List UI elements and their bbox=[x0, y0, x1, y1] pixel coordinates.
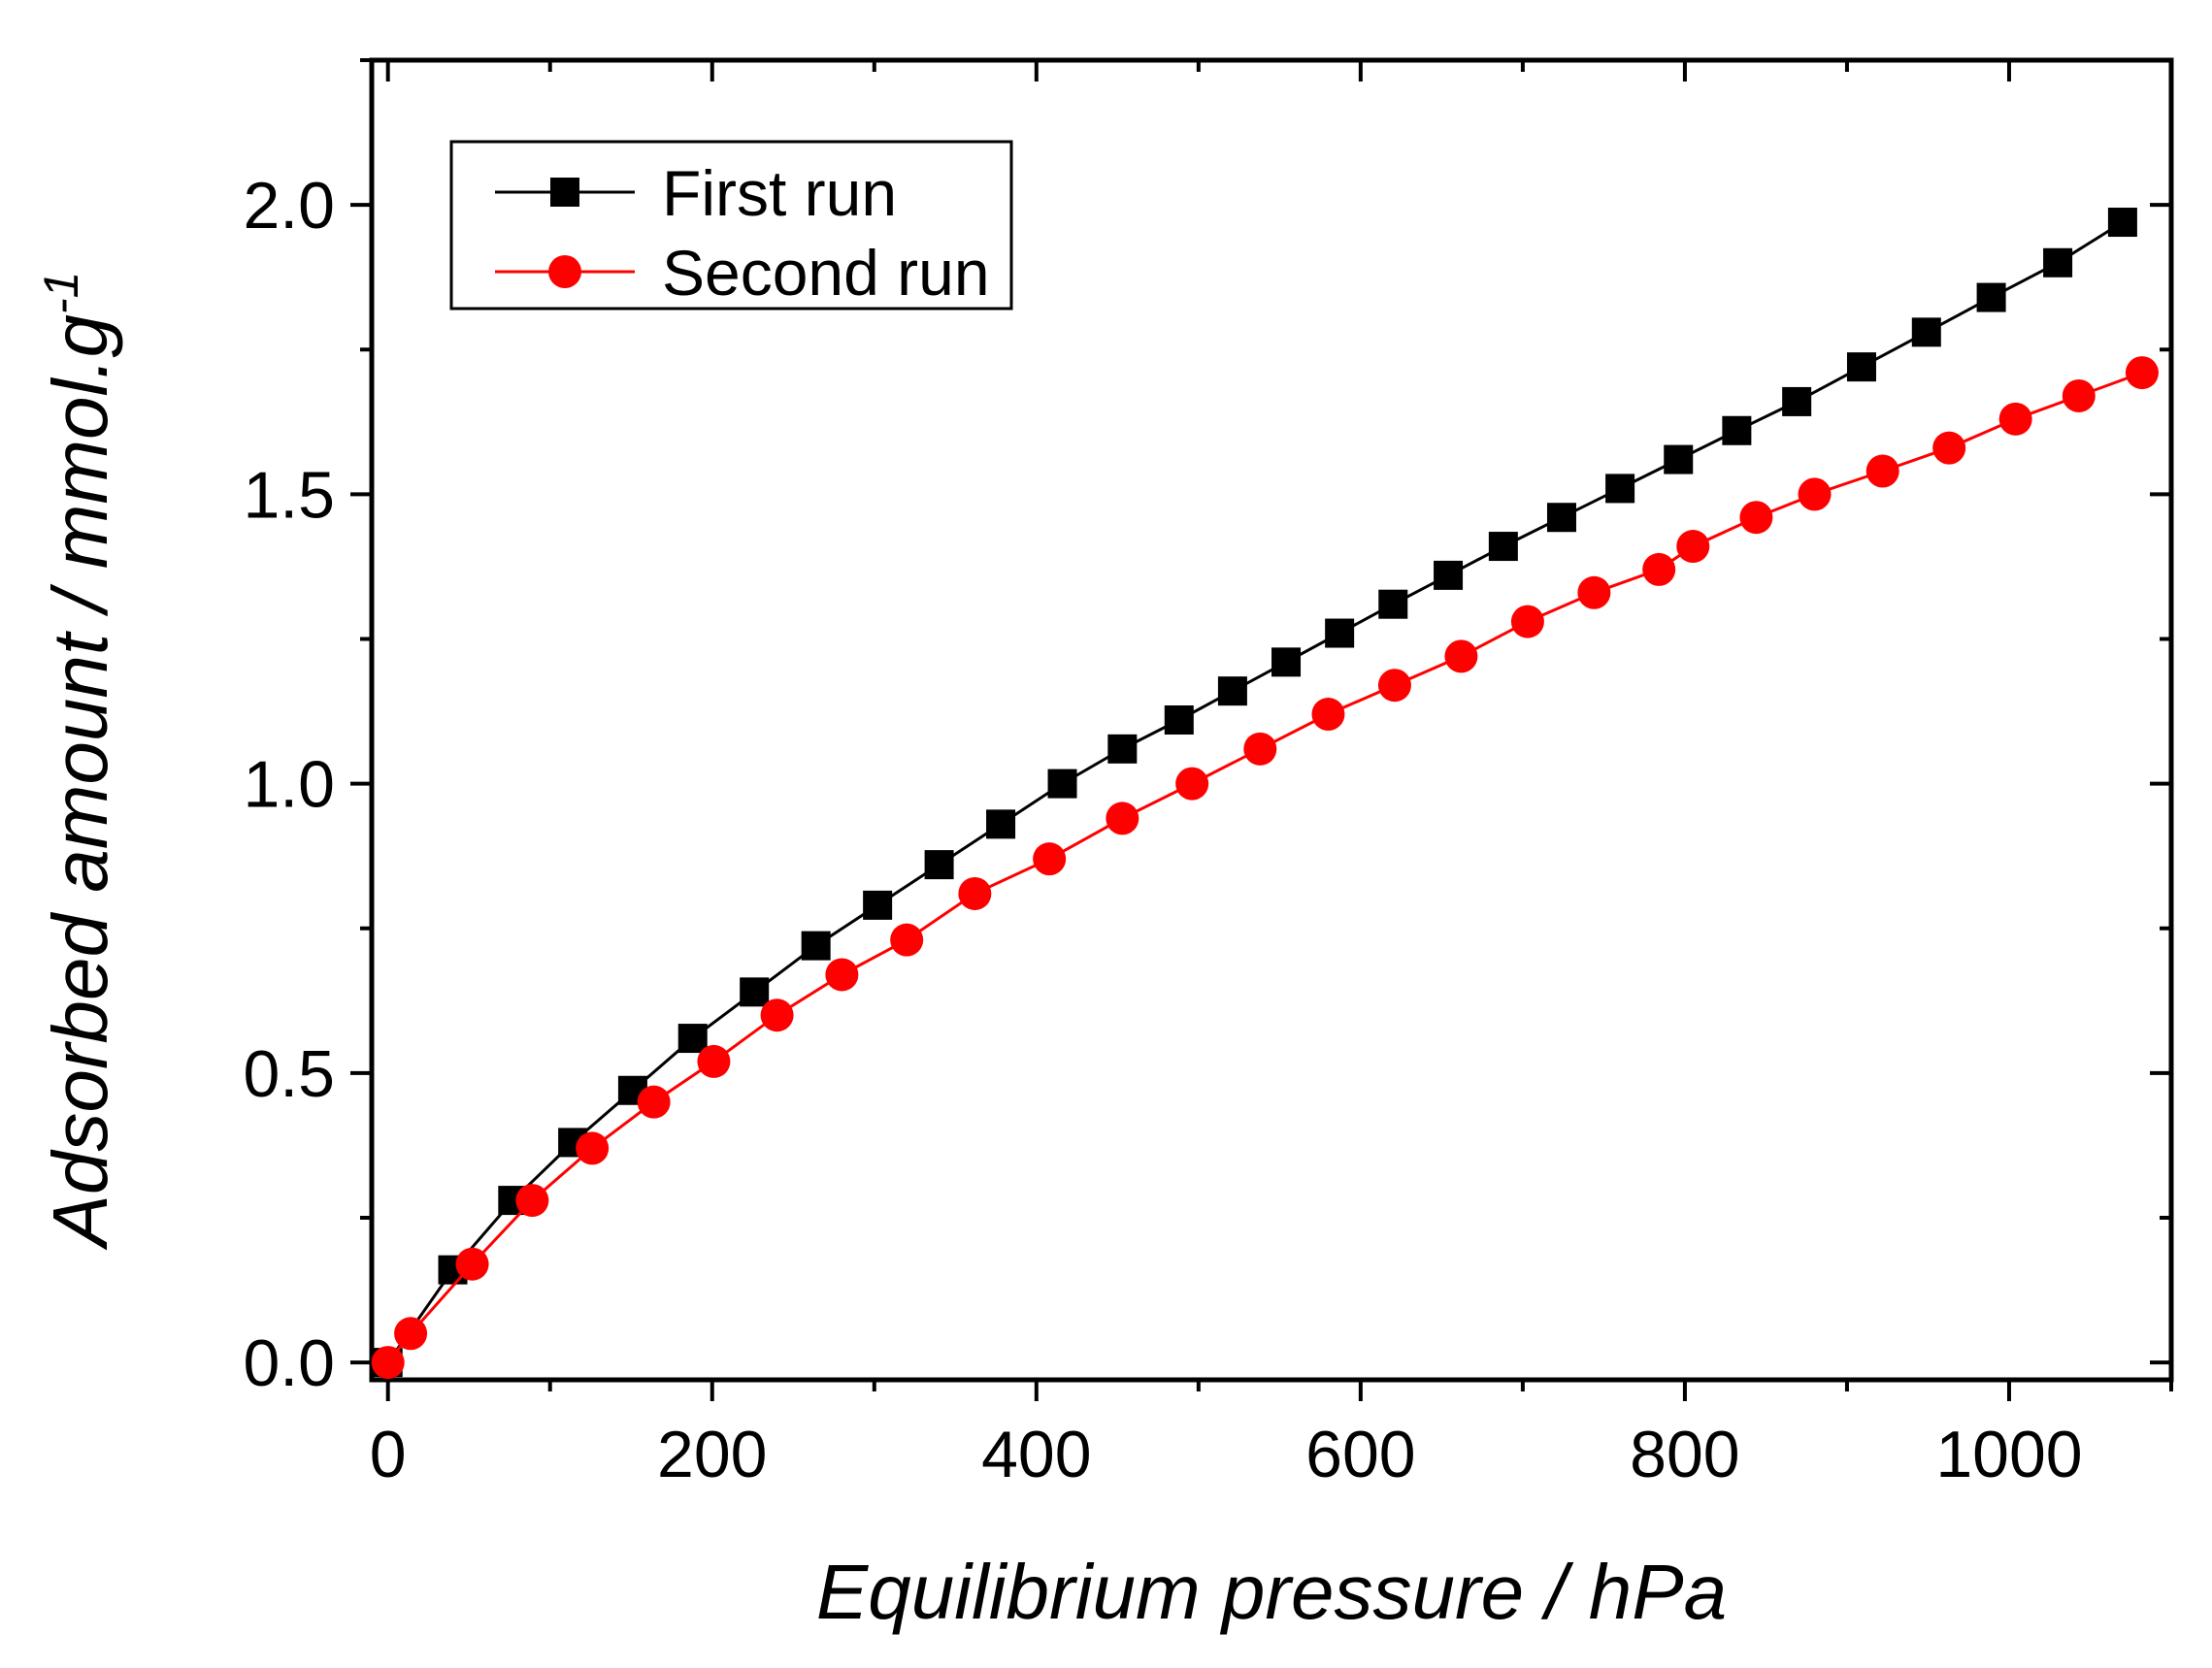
data-point-square bbox=[1107, 734, 1138, 764]
data-point-circle bbox=[825, 958, 859, 992]
series-2 bbox=[371, 356, 2159, 1380]
y-tick-label: 1.0 bbox=[243, 748, 335, 822]
data-point-circle bbox=[1798, 477, 1832, 511]
y-tick-label: 0.0 bbox=[243, 1326, 335, 1400]
data-point-circle bbox=[1577, 575, 1611, 609]
legend-item-1: First run bbox=[495, 157, 897, 229]
data-point-square bbox=[1325, 618, 1355, 648]
data-point-square bbox=[1976, 282, 2006, 312]
legend-label: First run bbox=[662, 157, 897, 229]
data-point-circle bbox=[1998, 402, 2032, 436]
data-point-circle bbox=[1676, 530, 1710, 564]
data-point-square bbox=[986, 809, 1016, 839]
data-point-square bbox=[1378, 589, 1408, 619]
data-point-circle bbox=[371, 1346, 405, 1380]
series-line bbox=[386, 371, 2143, 1364]
data-point-circle bbox=[515, 1184, 549, 1218]
data-point-square bbox=[801, 931, 831, 961]
y-tick-label: 2.0 bbox=[243, 169, 335, 243]
x-axis-title: Equilibrium pressure / hPa bbox=[816, 1549, 1727, 1635]
x-tick-label: 0 bbox=[370, 1418, 407, 1491]
data-point-square bbox=[1846, 352, 1876, 382]
data-point-square bbox=[1047, 769, 1077, 799]
data-point-square bbox=[1434, 560, 1464, 590]
x-tick-label: 600 bbox=[1305, 1418, 1415, 1491]
y-axis-title: Adsorbed amount / mmol.g-1 bbox=[34, 272, 123, 1251]
data-point-circle bbox=[1106, 801, 1139, 835]
data-point-circle bbox=[697, 1044, 731, 1078]
data-point-circle bbox=[1932, 431, 1966, 465]
data-point-square bbox=[1488, 532, 1518, 562]
data-point-circle bbox=[1033, 842, 1067, 876]
legend-item-2: Second run bbox=[495, 237, 990, 309]
series-layer bbox=[371, 208, 2159, 1380]
data-point-circle bbox=[576, 1131, 610, 1165]
data-point-circle bbox=[890, 923, 924, 957]
data-point-square bbox=[1911, 317, 1941, 347]
data-point-circle bbox=[958, 876, 992, 910]
data-point-circle bbox=[760, 998, 794, 1032]
data-point-square bbox=[1722, 415, 1752, 445]
data-point-circle bbox=[2125, 356, 2159, 390]
data-point-circle bbox=[1175, 767, 1209, 801]
data-point-circle bbox=[1243, 732, 1277, 766]
legend-label: Second run bbox=[662, 237, 990, 309]
data-point-square bbox=[677, 1024, 708, 1054]
x-tick-label: 200 bbox=[657, 1418, 767, 1491]
data-point-circle bbox=[1510, 605, 1544, 638]
data-point-square bbox=[2043, 247, 2073, 278]
data-point-circle bbox=[1311, 698, 1345, 732]
data-point-square bbox=[1164, 705, 1194, 735]
plot-frame bbox=[369, 57, 2174, 1383]
data-point-square bbox=[924, 850, 954, 880]
data-point-square bbox=[863, 890, 893, 920]
legend-marker-square bbox=[550, 178, 579, 207]
data-point-circle bbox=[394, 1317, 428, 1351]
data-point-circle bbox=[455, 1247, 489, 1281]
data-point-square bbox=[1782, 386, 1812, 416]
legend: First run Second run bbox=[449, 140, 1013, 311]
y-axis-title-superscript: -1 bbox=[34, 272, 88, 314]
data-point-circle bbox=[2062, 378, 2096, 412]
data-point-square bbox=[1664, 444, 1694, 474]
y-axis-title-main: Adsorbed amount / mmol.g bbox=[37, 314, 123, 1250]
y-tick-label: 1.5 bbox=[243, 458, 335, 532]
x-tick-label: 1000 bbox=[1935, 1418, 2082, 1491]
legend-box bbox=[449, 140, 1013, 311]
data-point-square bbox=[1546, 503, 1576, 533]
data-point-circle bbox=[1739, 501, 1773, 535]
y-tick-label: 0.5 bbox=[243, 1037, 335, 1111]
series-1 bbox=[373, 208, 2137, 1378]
data-point-circle bbox=[1444, 639, 1478, 673]
x-tick-label: 800 bbox=[1630, 1418, 1739, 1491]
data-point-square bbox=[1605, 474, 1635, 504]
axes-layer: 0 200 400 600 800 1000 0.0 0.5 1.0 1.5 2.0 bbox=[243, 58, 2173, 1491]
data-point-circle bbox=[637, 1085, 671, 1119]
data-point-circle bbox=[1642, 552, 1676, 586]
data-point-square bbox=[1271, 647, 1302, 677]
data-point-circle bbox=[1377, 669, 1411, 703]
x-tick-label: 400 bbox=[981, 1418, 1091, 1491]
data-point-square bbox=[2107, 208, 2137, 238]
data-point-square bbox=[740, 977, 770, 1007]
legend-marker-circle bbox=[548, 255, 581, 288]
data-point-circle bbox=[1865, 454, 1899, 488]
series-line bbox=[386, 220, 2124, 1363]
data-point-square bbox=[1217, 676, 1247, 706]
